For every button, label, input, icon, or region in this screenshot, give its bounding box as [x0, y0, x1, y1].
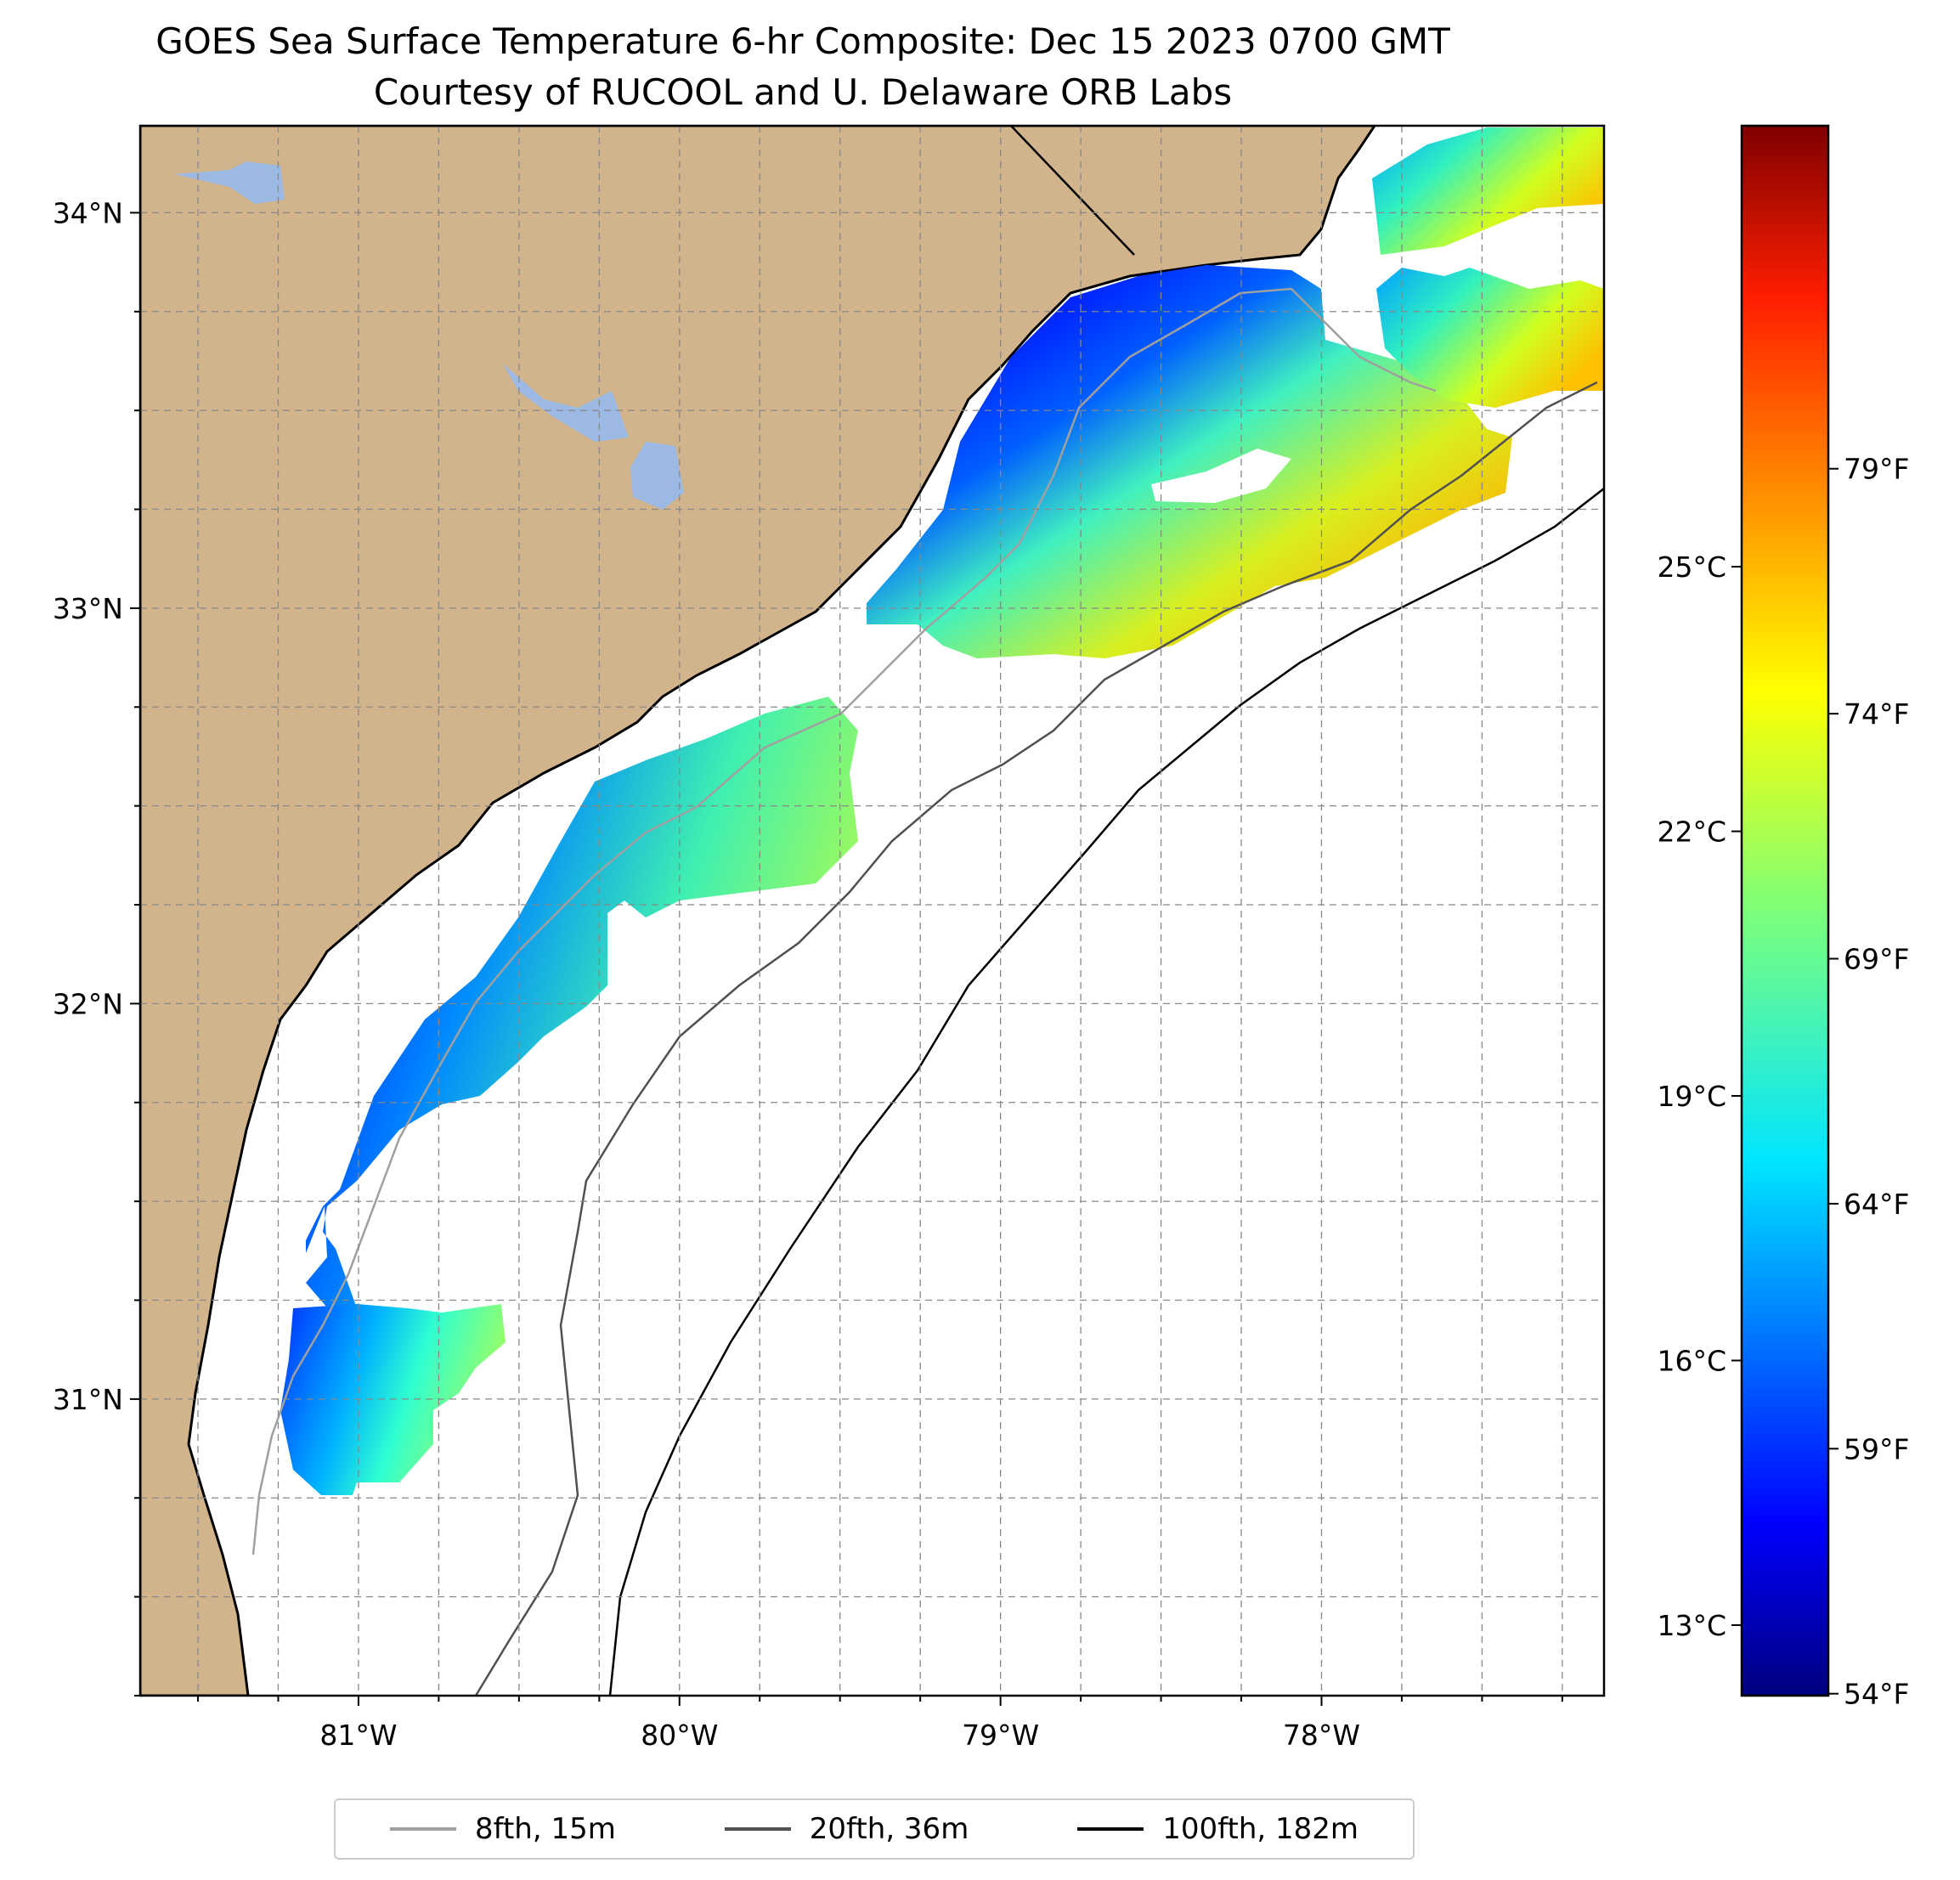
sst-patch-northeast [1376, 268, 1604, 408]
map-ticks: 81°W 80°W 79°W 78°W 31°N 32°N 33°N 34°N [53, 196, 1563, 1752]
inland-lake [174, 161, 285, 204]
legend: 8fth, 15m 20fth, 36m 100fth, 182m [334, 1798, 1415, 1860]
legend-line-swatch [1077, 1827, 1144, 1831]
legend-label: 8fth, 15m [474, 1812, 616, 1846]
chart-title: GOES Sea Surface Temperature 6-hr Compos… [155, 20, 1450, 62]
lat-tick-label: 34°N [53, 196, 123, 229]
celsius-tick-label: 19°C [1657, 1080, 1726, 1113]
lon-tick-label: 79°W [962, 1719, 1039, 1752]
legend-item: 100fth, 182m [1077, 1812, 1358, 1846]
fahrenheit-tick-label: 64°F [1844, 1188, 1909, 1221]
fahrenheit-tick-label: 74°F [1844, 697, 1909, 731]
fahrenheit-tick-label: 79°F [1844, 453, 1909, 486]
gridlines [140, 126, 1604, 1696]
isobath-100fth [608, 488, 1604, 1696]
map-frame [138, 124, 1606, 1697]
fahrenheit-tick-label: 69°F [1844, 943, 1909, 976]
lat-tick-label: 32°N [53, 987, 123, 1020]
legend-line-swatch [724, 1827, 791, 1831]
lake-moultrie [630, 442, 684, 510]
sst-patch-northeast-top [1372, 127, 1604, 255]
sst-patch-mid [306, 697, 858, 1313]
lon-tick-label: 81°W [319, 1719, 397, 1752]
lat-tick-label: 33°N [53, 592, 123, 625]
isobath-8fth [251, 287, 1437, 1555]
legend-item: 20fth, 36m [724, 1812, 969, 1846]
map-area [140, 126, 1604, 1696]
lat-tick-label: 31°N [53, 1383, 123, 1416]
chart-subtitle: Courtesy of RUCOOL and U. Delaware ORB L… [373, 71, 1233, 113]
legend-item: 8fth, 15m [389, 1812, 616, 1846]
colorbar-ticks: 13°C 16°C 19°C 22°C 25°C 54°F 59°F 64°F 69°F 74°F… [1657, 453, 1909, 1711]
lon-tick-label: 78°W [1283, 1719, 1360, 1752]
fahrenheit-tick-label: 54°F [1844, 1678, 1909, 1711]
lon-tick-label: 80°W [641, 1719, 718, 1752]
lake-marion [503, 364, 629, 442]
state-border [1010, 126, 1135, 256]
fahrenheit-tick-label: 59°F [1844, 1432, 1909, 1465]
celsius-tick-label: 16°C [1657, 1344, 1726, 1377]
isobath-20fth [474, 381, 1598, 1696]
legend-line-swatch [389, 1827, 456, 1831]
celsius-tick-label: 22°C [1657, 816, 1726, 849]
land [140, 126, 1376, 1696]
sst-gap-north [1151, 449, 1291, 503]
celsius-tick-label: 13°C [1657, 1609, 1726, 1642]
legend-label: 20fth, 36m [809, 1812, 969, 1846]
colorbar [1740, 124, 1830, 1697]
celsius-tick-label: 25°C [1657, 550, 1726, 584]
legend-label: 100fth, 182m [1162, 1812, 1359, 1846]
